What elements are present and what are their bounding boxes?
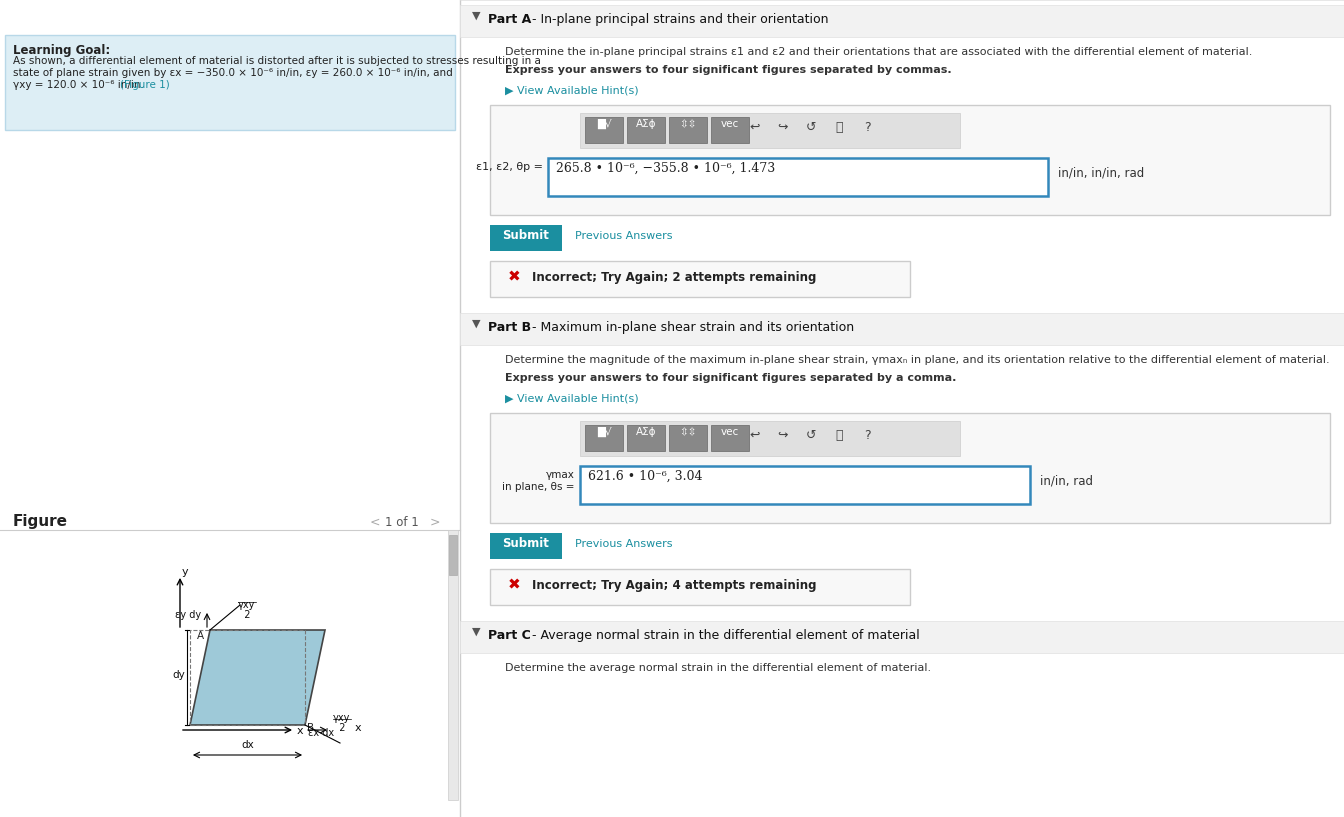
Text: █√: █√	[597, 427, 612, 437]
Text: x: x	[297, 726, 304, 736]
Text: ▶ View Available Hint(s): ▶ View Available Hint(s)	[505, 393, 638, 403]
Text: B: B	[306, 723, 314, 733]
Text: Incorrect; Try Again; 2 attempts remaining: Incorrect; Try Again; 2 attempts remaini…	[532, 271, 816, 284]
Bar	[491, 225, 562, 251]
Bar	[581, 466, 1030, 504]
Text: Figure: Figure	[13, 514, 69, 529]
Text: ↺: ↺	[806, 121, 816, 134]
Text: ?: ?	[864, 121, 871, 134]
Text: <: <	[370, 516, 380, 529]
Text: Submit: Submit	[503, 229, 550, 242]
Text: - Maximum in-plane shear strain and its orientation: - Maximum in-plane shear strain and its …	[528, 321, 855, 334]
Text: Determine the magnitude of the maximum in-plane shear strain, γmaxₙ in plane, an: Determine the magnitude of the maximum i…	[505, 355, 1329, 365]
Text: Part C: Part C	[488, 629, 531, 642]
Bar	[581, 113, 960, 148]
Text: in/in, rad: in/in, rad	[1040, 474, 1093, 487]
Text: γxy: γxy	[238, 600, 255, 610]
Text: 621.6 • 10⁻⁶, 3.04: 621.6 • 10⁻⁶, 3.04	[589, 470, 703, 483]
Text: γmax
in plane, θs =: γmax in plane, θs =	[503, 470, 575, 492]
Text: εx dx: εx dx	[308, 728, 335, 738]
Text: ⎖: ⎖	[835, 429, 843, 442]
Bar	[449, 535, 457, 575]
Text: As shown, a differential element of material is distorted after it is subjected : As shown, a differential element of mate…	[13, 56, 540, 66]
Text: γxy: γxy	[333, 713, 351, 723]
Text: AΣϕ: AΣϕ	[636, 119, 656, 129]
Text: vec: vec	[720, 119, 739, 129]
Bar	[711, 425, 749, 451]
Text: ↩: ↩	[750, 121, 761, 134]
Text: Submit: Submit	[503, 537, 550, 550]
Bar	[460, 313, 1344, 345]
Bar	[548, 158, 1048, 196]
Bar	[669, 425, 707, 451]
FancyBboxPatch shape	[5, 35, 456, 130]
Text: Determine the in-plane principal strains ε1 and ε2 and their orientations that a: Determine the in-plane principal strains…	[505, 47, 1253, 57]
Text: Previous Answers: Previous Answers	[575, 231, 672, 241]
Text: 265.8 • 10⁻⁶, −355.8 • 10⁻⁶, 1.473: 265.8 • 10⁻⁶, −355.8 • 10⁻⁶, 1.473	[556, 162, 775, 175]
Text: Express your answers to four significant figures separated by a comma.: Express your answers to four significant…	[505, 373, 957, 383]
Text: (Figure 1): (Figure 1)	[120, 80, 169, 90]
Text: ⇳⇳: ⇳⇳	[679, 119, 696, 129]
Text: Part B: Part B	[488, 321, 531, 334]
Bar	[628, 425, 665, 451]
Text: ε1, ε2, θp =: ε1, ε2, θp =	[476, 162, 543, 172]
Text: dy: dy	[172, 669, 185, 680]
Text: >: >	[430, 516, 441, 529]
Bar	[448, 530, 458, 800]
Text: dx: dx	[241, 740, 254, 750]
Text: 2: 2	[333, 723, 345, 733]
Text: Incorrect; Try Again; 4 attempts remaining: Incorrect; Try Again; 4 attempts remaini…	[532, 579, 817, 592]
Text: ▼: ▼	[472, 627, 481, 637]
Bar	[491, 261, 910, 297]
Bar	[585, 117, 624, 143]
Text: Previous Answers: Previous Answers	[575, 539, 672, 549]
Bar	[581, 421, 960, 456]
Bar	[491, 569, 910, 605]
Text: ▼: ▼	[472, 319, 481, 329]
Bar	[669, 117, 707, 143]
Text: ▼: ▼	[472, 11, 481, 21]
Text: 2: 2	[238, 610, 250, 620]
Text: Determine the average normal strain in the differential element of material.: Determine the average normal strain in t…	[505, 663, 931, 673]
Text: ▶ View Available Hint(s): ▶ View Available Hint(s)	[505, 85, 638, 95]
Text: A: A	[196, 631, 204, 641]
Text: Express your answers to four significant figures separated by commas.: Express your answers to four significant…	[505, 65, 952, 75]
Text: ✖: ✖	[508, 577, 520, 592]
Text: ↺: ↺	[806, 429, 816, 442]
Text: y: y	[181, 567, 188, 577]
Bar	[585, 425, 624, 451]
Bar	[711, 117, 749, 143]
Bar	[491, 105, 1331, 215]
Text: γxy = 120.0 × 10⁻⁶ in/in.: γxy = 120.0 × 10⁻⁶ in/in.	[13, 80, 144, 90]
Text: - In-plane principal strains and their orientation: - In-plane principal strains and their o…	[528, 13, 828, 26]
Text: AΣϕ: AΣϕ	[636, 427, 656, 437]
Text: ↪: ↪	[778, 121, 788, 134]
Text: ↩: ↩	[750, 429, 761, 442]
Text: ✖: ✖	[508, 269, 520, 284]
Text: vec: vec	[720, 427, 739, 437]
Bar	[491, 413, 1331, 523]
Text: x: x	[355, 723, 362, 733]
Text: 1 of 1: 1 of 1	[384, 516, 419, 529]
Text: █√: █√	[597, 119, 612, 129]
Text: εy dy: εy dy	[175, 610, 202, 620]
Text: in/in, in/in, rad: in/in, in/in, rad	[1058, 166, 1144, 179]
Bar	[460, 5, 1344, 37]
Bar	[460, 621, 1344, 653]
Text: state of plane strain given by εx = −350.0 × 10⁻⁶ in/in, εy = 260.0 × 10⁻⁶ in/in: state of plane strain given by εx = −350…	[13, 68, 453, 78]
Text: ⇳⇳: ⇳⇳	[679, 427, 696, 437]
Text: ↪: ↪	[778, 429, 788, 442]
Bar	[491, 533, 562, 559]
Text: Learning Goal:: Learning Goal:	[13, 44, 110, 57]
Text: Part A: Part A	[488, 13, 531, 26]
Text: ⎖: ⎖	[835, 121, 843, 134]
Text: ?: ?	[864, 429, 871, 442]
Polygon shape	[190, 630, 325, 725]
Bar	[628, 117, 665, 143]
Text: - Average normal strain in the differential element of material: - Average normal strain in the different…	[528, 629, 919, 642]
